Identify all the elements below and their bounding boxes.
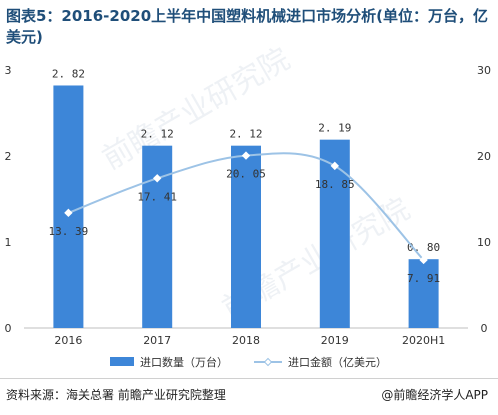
right-tick-label: 30	[477, 64, 491, 77]
left-tick-label: 3	[5, 64, 12, 77]
brand-text: @前瞻经济学人APP	[381, 388, 488, 402]
bar-series	[53, 85, 439, 328]
line-point	[64, 208, 73, 218]
bar-data-label: 2. 12	[229, 128, 262, 141]
left-tick-label: 2	[5, 150, 12, 163]
line-series	[64, 151, 428, 265]
line-data-label: 17. 41	[137, 190, 177, 203]
left-tick-label: 1	[5, 236, 12, 249]
bar-data-label: 2. 19	[318, 122, 351, 135]
line-data-label: 7. 91	[407, 272, 440, 285]
bar-data-label: 2. 82	[52, 67, 85, 80]
line-point	[241, 151, 251, 160]
x-axis: 2016 2017 2018 2019 2020H1	[54, 334, 445, 347]
source-footer: 资料来源：海关总署 前瞻产业研究院整理 @前瞻经济学人APP	[6, 386, 492, 403]
bar	[408, 259, 439, 328]
x-tick-label: 2017	[143, 334, 171, 347]
line-data-label: 13. 39	[49, 225, 89, 238]
bar	[319, 139, 350, 328]
footer-divider	[0, 378, 498, 379]
source-text: 资料来源：海关总署 前瞻产业研究院整理	[6, 388, 226, 402]
legend-label-line: 进口金额（亿美元）	[288, 355, 387, 369]
bar-data-label: 2. 12	[141, 128, 174, 141]
legend-marker-line	[263, 357, 273, 367]
bar	[142, 145, 173, 328]
legend-swatch-bar	[110, 357, 134, 366]
right-tick-label: 10	[477, 236, 491, 249]
right-axis: 0 10 20 30	[477, 64, 491, 335]
line-point	[152, 174, 162, 183]
chart-title: 图表5：2016-2020上半年中国塑料机械进口市场分析(单位：万台，亿美元)	[6, 7, 489, 46]
legend-label-bar: 进口数量（万台）	[140, 355, 228, 369]
x-tick-label: 2019	[321, 334, 349, 347]
bar	[231, 145, 261, 328]
x-tick-label: 2016	[54, 334, 82, 347]
line-point	[419, 255, 428, 265]
left-tick-label: 0	[5, 322, 12, 335]
line-data-labels: 13. 39 17. 41 20. 05 18. 85 7. 91	[49, 168, 441, 285]
right-tick-label: 0	[481, 322, 488, 335]
line-data-label: 20. 05	[226, 168, 266, 181]
line-data-label: 18. 85	[315, 178, 355, 191]
right-tick-label: 20	[477, 150, 491, 163]
x-tick-label: 2018	[232, 334, 260, 347]
bar-data-labels: 2. 822. 12 2. 12 2. 190. 80	[52, 67, 440, 254]
line-point	[330, 161, 340, 171]
svg-text:前瞻产业研究院: 前瞻产业研究院	[97, 42, 296, 177]
legend: 进口数量（万台） 进口金额（亿美元）	[110, 355, 387, 369]
bar	[53, 85, 84, 328]
x-tick-label: 2020H1	[402, 334, 445, 347]
left-axis: 0 1 2 3	[5, 64, 12, 335]
